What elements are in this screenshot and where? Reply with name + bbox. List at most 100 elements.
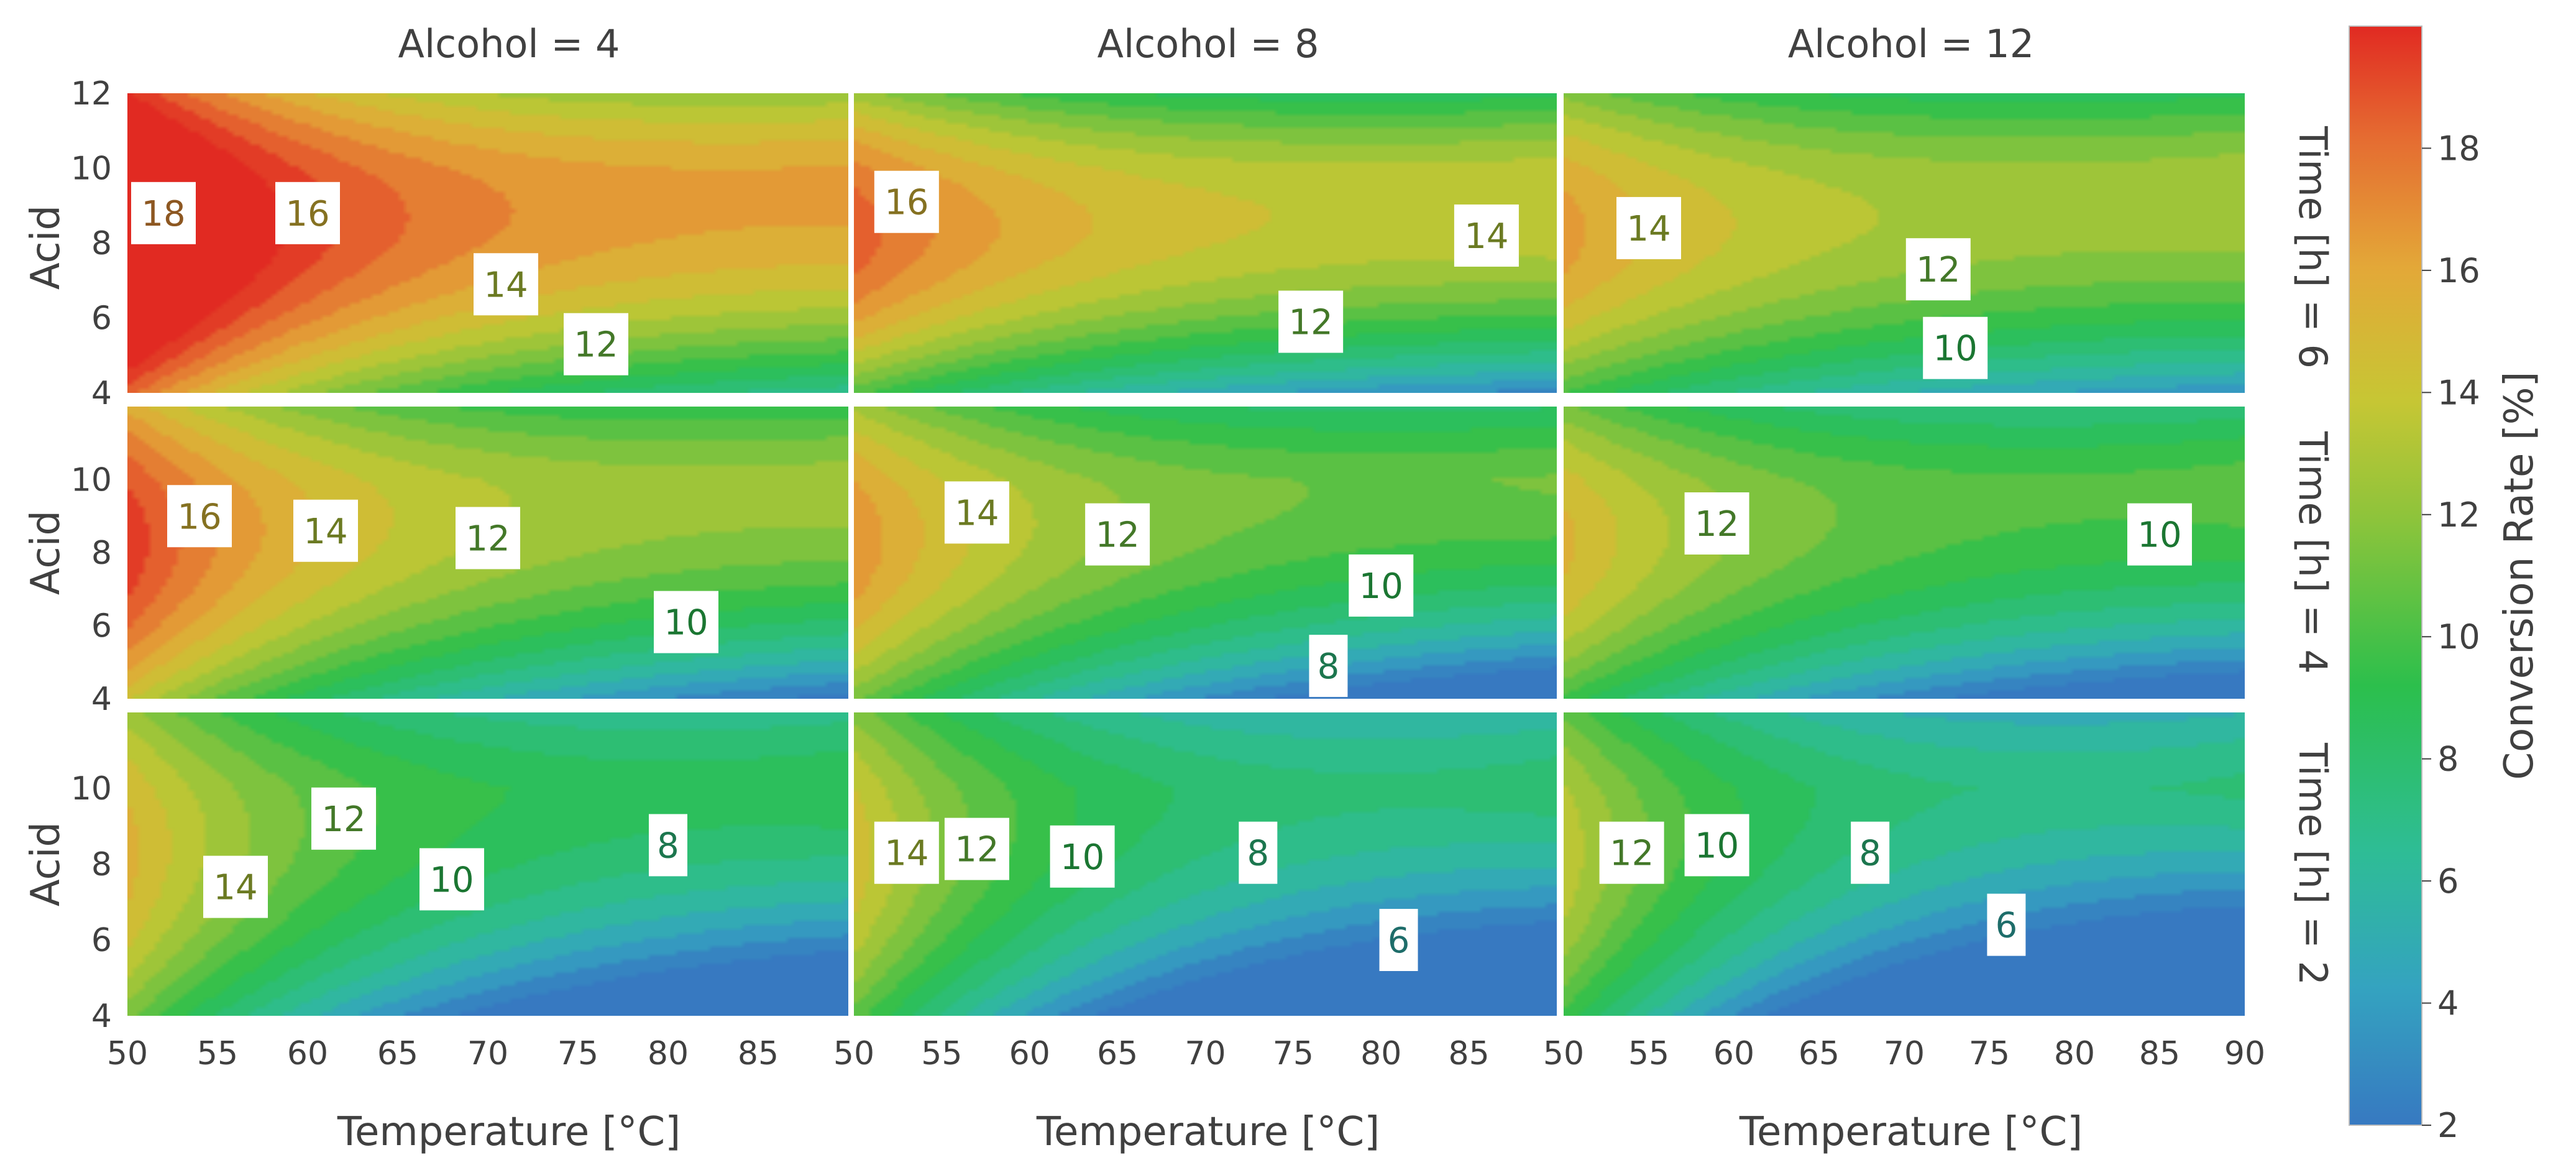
contour-label-10: 10 — [1060, 837, 1104, 878]
contour-label-box — [203, 855, 268, 918]
colorbar-tick-label: 2 — [2437, 1106, 2459, 1145]
x-axis-title-col-3: Temperature [°C] — [1739, 1109, 2083, 1155]
contour-label-box — [167, 485, 232, 548]
contour-label-box — [1905, 238, 1971, 301]
x-tick-label: 85 — [2139, 1035, 2180, 1072]
contour-label-14: 14 — [884, 834, 928, 874]
contour-label-14: 14 — [484, 265, 528, 305]
colorbar-tick-label: 4 — [2437, 984, 2459, 1023]
x-tick-label: 55 — [197, 1035, 238, 1072]
row-label-time-6: Time [h] = 6 — [2290, 126, 2335, 369]
contour-label-box — [1309, 635, 1348, 698]
x-axis-title-col-1: Temperature [°C] — [337, 1109, 681, 1155]
y-tick-label: 8 — [91, 225, 112, 262]
y-tick-label: 6 — [91, 300, 112, 338]
y-tick-label: 4 — [91, 681, 112, 718]
y-tick-label: 4 — [91, 998, 112, 1035]
contour-label-16: 16 — [177, 497, 221, 537]
contour-label-box — [1987, 893, 2026, 956]
x-tick-label: 50 — [1543, 1035, 1584, 1072]
contour-label-box — [874, 821, 939, 884]
x-tick-label: 60 — [287, 1035, 328, 1072]
contour-label-box — [1379, 909, 1418, 971]
row-label-time-4: Time [h] = 4 — [2290, 431, 2335, 674]
contour-label-8: 8 — [1318, 647, 1340, 687]
contour-label-box — [131, 182, 196, 244]
contour-label-18: 18 — [141, 194, 185, 234]
contour-label-12: 12 — [1095, 515, 1139, 556]
contour-label-16: 16 — [884, 183, 928, 223]
contour-label-box — [293, 499, 358, 562]
x-axis-title-col-2: Temperature [°C] — [1036, 1109, 1380, 1155]
colorbar-tick-label: 8 — [2437, 740, 2459, 779]
contour-panel-alcohol-8-time-6 — [854, 93, 1557, 393]
contour-label-12: 12 — [955, 830, 999, 870]
contour-label-12: 12 — [465, 519, 510, 559]
x-tick-label: 65 — [1799, 1035, 1840, 1072]
y-axis-title-row-3: Acid — [23, 822, 69, 906]
x-tick-label: 90 — [2224, 1035, 2265, 1072]
y-axis-title-row-1: Acid — [23, 205, 69, 290]
contour-label-10: 10 — [2137, 515, 2181, 556]
x-tick-label: 50 — [107, 1035, 148, 1072]
contour-label-box — [1684, 492, 1749, 555]
x-tick-label: 75 — [557, 1035, 598, 1072]
contour-label-12: 12 — [1610, 834, 1654, 874]
x-tick-label: 55 — [921, 1035, 962, 1072]
x-tick-label: 80 — [2054, 1035, 2095, 1072]
colorbar-title: Conversion Rate [%] — [2496, 372, 2542, 780]
contour-label-14: 14 — [955, 493, 999, 533]
contour-label-box — [1050, 825, 1115, 888]
y-tick-label: 8 — [91, 846, 112, 883]
y-tick-label: 10 — [71, 150, 112, 188]
x-tick-label: 75 — [1969, 1035, 2010, 1072]
colorbar-tick-label: 12 — [2437, 495, 2480, 535]
contour-label-box — [275, 182, 340, 244]
x-tick-label: 65 — [377, 1035, 418, 1072]
contour-label-box — [1349, 554, 1414, 617]
contour-label-box — [944, 817, 1009, 880]
y-tick-label: 6 — [91, 922, 112, 959]
contour-label-box — [311, 787, 376, 850]
x-tick-label: 70 — [1185, 1035, 1226, 1072]
contour-label-box — [1616, 196, 1681, 259]
contour-label-10: 10 — [664, 603, 708, 643]
contour-label-box — [419, 848, 484, 911]
x-tick-label: 70 — [1884, 1035, 1925, 1072]
row-label-time-2: Time [h] = 2 — [2290, 742, 2335, 985]
x-tick-label: 65 — [1097, 1035, 1138, 1072]
colorbar-tick-label: 18 — [2437, 129, 2480, 168]
y-tick-label: 10 — [71, 770, 112, 808]
x-tick-label: 85 — [738, 1035, 779, 1072]
contour-label-box — [944, 481, 1009, 544]
contour-label-14: 14 — [1464, 216, 1508, 257]
x-tick-label: 60 — [1009, 1035, 1050, 1072]
contour-label-6: 6 — [1996, 906, 2018, 946]
contour-label-box — [1851, 821, 1890, 884]
x-tick-label: 85 — [1449, 1035, 1490, 1072]
y-tick-label: 12 — [71, 75, 112, 113]
contour-label-10: 10 — [429, 860, 474, 900]
contour-label-box — [1239, 821, 1278, 884]
column-label-alcohol-8: Alcohol = 8 — [1098, 21, 1319, 67]
colorbar-tick-label: 14 — [2437, 373, 2480, 412]
contour-label-8: 8 — [1247, 834, 1270, 874]
contour-label-10: 10 — [1359, 566, 1403, 607]
y-tick-label: 8 — [91, 535, 112, 572]
contour-label-12: 12 — [321, 799, 365, 840]
contour-label-6: 6 — [1388, 921, 1410, 961]
contour-label-14: 14 — [303, 512, 347, 552]
x-tick-label: 75 — [1273, 1035, 1314, 1072]
contour-label-8: 8 — [1859, 834, 1881, 874]
contour-label-box — [1454, 204, 1519, 267]
colorbar-tick-label: 6 — [2437, 862, 2459, 901]
contour-label-12: 12 — [1695, 504, 1739, 545]
colorbar-tick-label: 10 — [2437, 617, 2480, 656]
x-tick-label: 50 — [833, 1035, 874, 1072]
contour-label-box — [456, 507, 520, 569]
x-tick-label: 80 — [648, 1035, 689, 1072]
contour-label-14: 14 — [213, 868, 257, 908]
contour-label-box — [1278, 290, 1344, 353]
contour-label-box — [1599, 821, 1664, 884]
